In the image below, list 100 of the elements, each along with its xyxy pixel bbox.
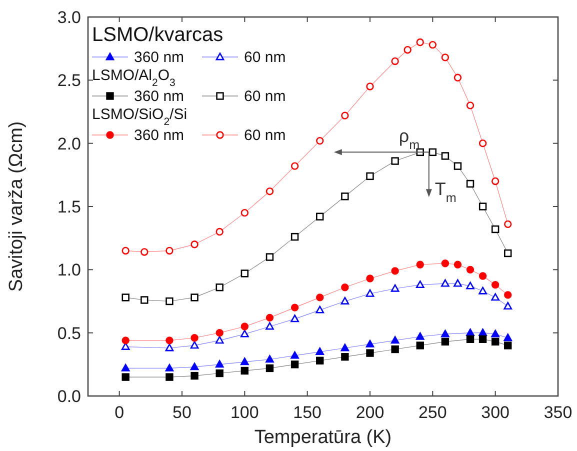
y-tick-label: 1.0 — [57, 260, 81, 280]
point — [478, 202, 487, 210]
point — [340, 296, 350, 304]
point — [366, 172, 374, 180]
point — [316, 306, 324, 314]
point — [266, 364, 274, 372]
point — [454, 74, 462, 82]
point — [290, 351, 299, 359]
point — [240, 322, 249, 330]
legend-label: 360 nm — [134, 49, 184, 66]
x-tick-label: 50 — [172, 403, 192, 422]
annotation: LSMO/kvarcas — [92, 24, 224, 46]
point — [240, 358, 249, 366]
annotation: ρ$_{m}$ — [398, 126, 420, 152]
point — [165, 344, 174, 352]
x-axis-title: Temperatūra (K) — [254, 427, 392, 448]
point — [491, 280, 500, 289]
point — [190, 334, 198, 342]
point — [441, 338, 450, 346]
x-tick-label: 150 — [293, 403, 322, 422]
point — [416, 260, 424, 268]
point — [504, 291, 512, 299]
point — [190, 362, 199, 370]
point — [391, 57, 399, 66]
point — [341, 192, 349, 200]
point — [491, 293, 500, 301]
point — [504, 334, 512, 342]
point — [416, 38, 424, 46]
point — [166, 297, 174, 306]
point — [478, 139, 487, 148]
point — [215, 360, 224, 368]
point — [140, 248, 148, 256]
point — [454, 279, 462, 287]
point — [190, 341, 199, 349]
point — [341, 352, 349, 361]
point — [366, 274, 374, 282]
point — [166, 373, 174, 381]
point — [504, 302, 512, 310]
point — [366, 349, 374, 357]
point — [478, 272, 487, 280]
point — [366, 82, 374, 90]
y-axis-title: Savitoji varža (Ωcm) — [6, 121, 27, 292]
y-tick-label: 0.5 — [57, 324, 81, 343]
y-tick-label: 0.0 — [57, 387, 81, 406]
point — [466, 266, 474, 274]
point — [121, 364, 130, 372]
point — [166, 336, 174, 344]
point — [122, 373, 130, 381]
point — [478, 335, 487, 343]
legend-label: 60 nm — [244, 88, 286, 105]
point — [316, 294, 324, 302]
point — [190, 294, 198, 302]
x-tick-label: 100 — [230, 403, 259, 422]
point — [478, 328, 487, 336]
point — [491, 225, 500, 234]
point — [240, 270, 249, 278]
point — [290, 232, 299, 241]
y-tick-label: 2.0 — [57, 134, 81, 154]
point — [504, 342, 512, 350]
point — [165, 364, 174, 372]
point — [404, 46, 412, 54]
legend-label: 60 nm — [244, 127, 286, 144]
point — [340, 344, 350, 352]
point — [441, 330, 450, 338]
point — [216, 328, 224, 337]
point — [428, 148, 437, 156]
y-tick-label: 3.0 — [57, 8, 81, 27]
point — [316, 347, 324, 355]
annotation: LSMO/Al$_{2}$O$_{3}$ — [92, 67, 176, 89]
point — [466, 335, 474, 343]
annotation: LSMO/SiO$_{2}$/Si — [92, 106, 188, 128]
point — [240, 208, 249, 217]
point — [122, 246, 130, 255]
point — [391, 267, 399, 275]
point — [441, 152, 450, 160]
point — [166, 246, 174, 255]
x-tick-label: 250 — [418, 403, 447, 422]
point — [416, 332, 424, 340]
point — [390, 284, 400, 292]
point — [240, 330, 249, 338]
point — [240, 366, 249, 375]
point — [316, 212, 324, 220]
point — [316, 356, 324, 364]
point — [366, 340, 374, 348]
point — [466, 102, 474, 110]
point — [266, 355, 274, 363]
point — [122, 294, 130, 302]
point — [216, 369, 224, 378]
x-tick-label: 350 — [544, 403, 572, 422]
point — [466, 328, 474, 336]
point — [316, 136, 324, 145]
point — [504, 220, 512, 228]
x-tick-label: 0 — [114, 403, 124, 422]
point — [390, 336, 400, 344]
point — [491, 330, 500, 338]
point — [391, 345, 399, 354]
point — [391, 157, 399, 165]
point — [216, 228, 224, 236]
point — [416, 280, 424, 288]
point — [122, 336, 130, 344]
